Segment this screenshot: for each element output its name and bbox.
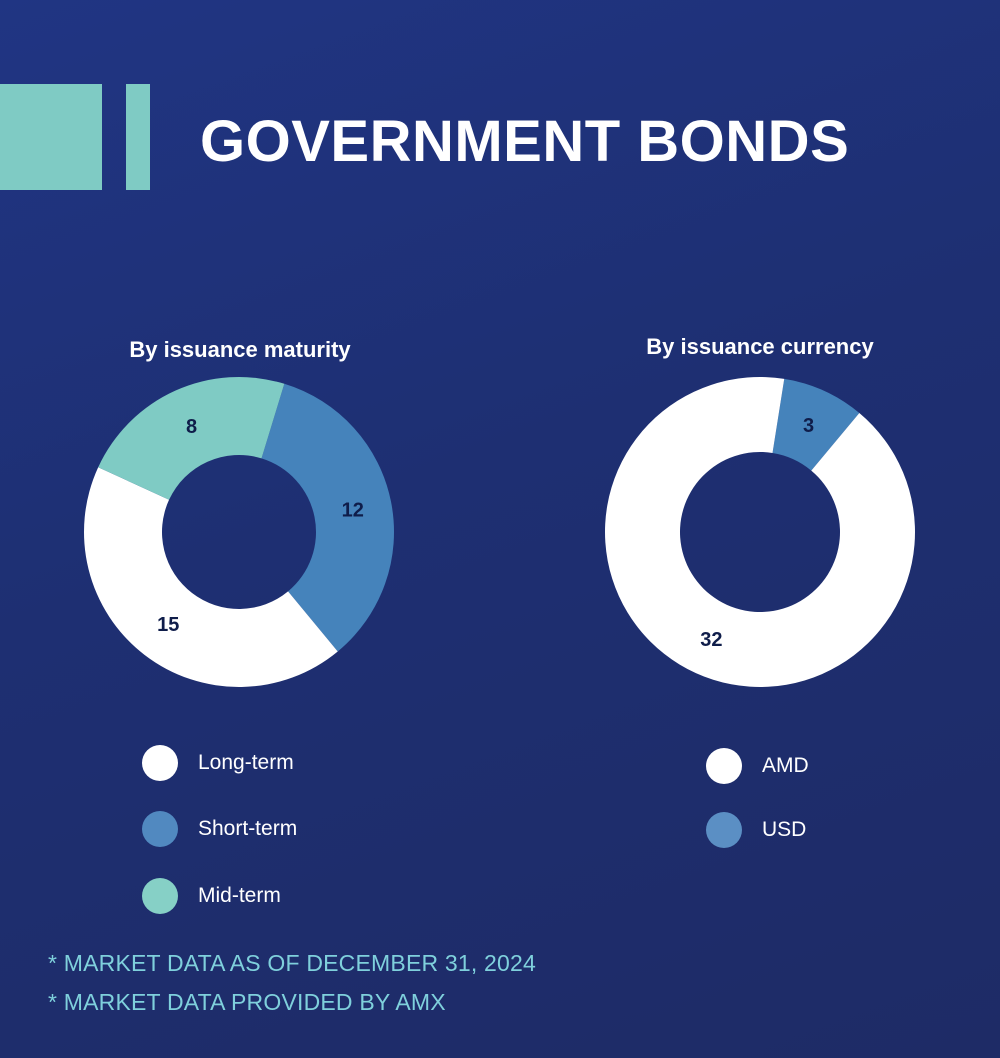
page-title: GOVERNMENT BONDS bbox=[200, 109, 850, 174]
legend-item-amd: AMD bbox=[706, 748, 809, 784]
donut-segment-usd bbox=[772, 378, 860, 471]
legend-label: AMD bbox=[762, 754, 809, 777]
decor-block-bar bbox=[126, 84, 150, 190]
data-label-usd: 3 bbox=[803, 415, 814, 437]
chart-title-maturity: By issuance maturity bbox=[129, 337, 351, 362]
donut-segment-mid-term bbox=[98, 377, 285, 500]
legend-swatch bbox=[706, 812, 742, 848]
donut-segment-short-term bbox=[261, 383, 394, 652]
legend-label: Long-term bbox=[198, 751, 294, 774]
donut-segment-long-term bbox=[83, 467, 338, 688]
legend-label: Mid-term bbox=[198, 884, 281, 907]
legend-swatch bbox=[706, 748, 742, 784]
legend-label: Short-term bbox=[198, 817, 298, 840]
data-label-amd: 32 bbox=[700, 629, 722, 651]
legend-item-long-term: Long-term bbox=[142, 745, 294, 781]
footnote-source: * MARKET DATA PROVIDED BY AMX bbox=[48, 989, 446, 1015]
legend-label: USD bbox=[762, 818, 807, 841]
data-label-mid-term: 8 bbox=[186, 416, 197, 438]
footnote-date: * MARKET DATA AS OF DECEMBER 31, 2024 bbox=[48, 950, 537, 976]
data-label-long-term: 15 bbox=[157, 614, 179, 636]
legend-swatch bbox=[142, 745, 178, 781]
decor-block-large bbox=[0, 84, 102, 190]
donut-segment-amd bbox=[605, 377, 916, 687]
legend-swatch bbox=[142, 878, 178, 914]
legend-item-usd: USD bbox=[706, 812, 806, 848]
legend-swatch bbox=[142, 811, 178, 847]
legend-item-short-term: Short-term bbox=[142, 811, 297, 847]
legend-item-mid-term: Mid-term bbox=[142, 878, 281, 914]
data-label-short-term: 12 bbox=[342, 499, 364, 521]
chart-title-currency: By issuance currency bbox=[646, 334, 874, 359]
